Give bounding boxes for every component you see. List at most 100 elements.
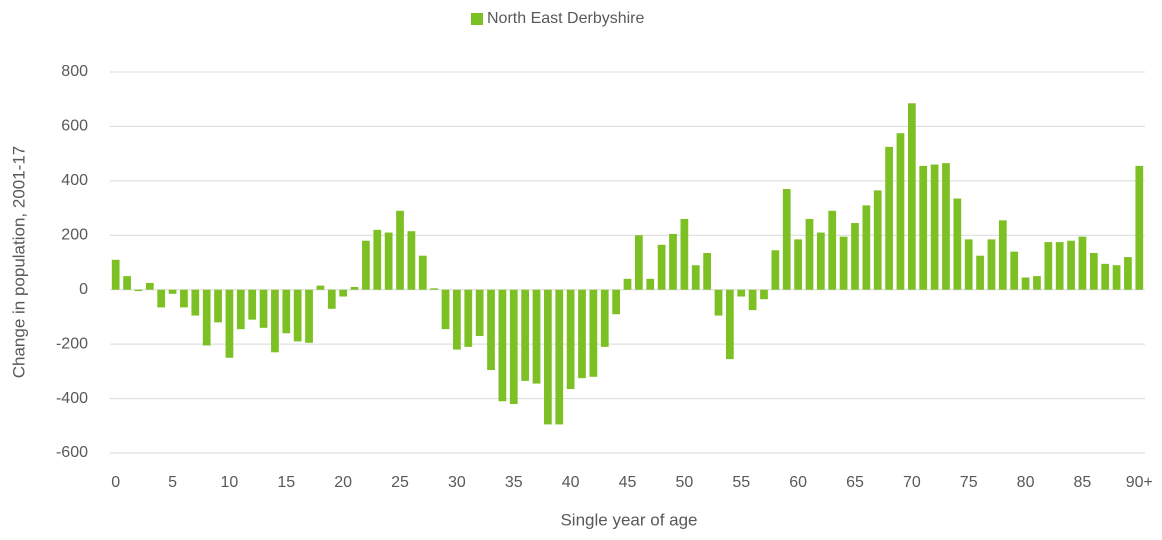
- bar: [111, 259, 120, 290]
- bar: [123, 276, 131, 290]
- y-tick-label: 600: [61, 118, 88, 135]
- x-tick-label: 75: [960, 474, 978, 491]
- bar: [214, 289, 222, 323]
- bar: [930, 164, 939, 290]
- bar: [509, 289, 518, 405]
- legend-label: North East Derbyshire: [487, 10, 644, 27]
- x-tick-label: 40: [562, 474, 580, 491]
- bar: [771, 250, 780, 290]
- bar: [680, 218, 689, 290]
- bar: [316, 285, 325, 290]
- bar: [998, 220, 1007, 290]
- x-tick-label: 25: [391, 474, 409, 491]
- bar: [271, 289, 279, 353]
- bar: [418, 255, 427, 290]
- y-axis-title: Change in population, 2001-17: [9, 146, 28, 379]
- x-tick-label: 0: [111, 474, 120, 491]
- bar: [145, 282, 154, 290]
- bar: [373, 229, 382, 290]
- bar: [1135, 165, 1144, 290]
- bar: [589, 289, 598, 377]
- bar: [544, 289, 552, 425]
- bar: [942, 163, 950, 290]
- x-tick-label: 65: [846, 474, 864, 491]
- bar: [691, 265, 700, 290]
- x-tick-label: 30: [448, 474, 466, 491]
- bar: [851, 223, 859, 290]
- bar: [407, 231, 416, 290]
- x-tick-label: 60: [789, 474, 807, 491]
- bar: [259, 289, 268, 328]
- bar: [134, 289, 143, 292]
- bar: [725, 289, 734, 360]
- bar: [1044, 242, 1053, 290]
- bar: [487, 289, 495, 370]
- bar: [521, 289, 530, 381]
- bar: [236, 289, 245, 330]
- bar: [646, 278, 655, 290]
- bar: [327, 289, 336, 309]
- x-tick-label: 55: [732, 474, 750, 491]
- bar: [737, 289, 746, 297]
- y-tick-label: 800: [61, 63, 88, 80]
- legend-swatch: [471, 13, 483, 25]
- x-tick-label: 15: [277, 474, 295, 491]
- x-tick-label: 10: [221, 474, 239, 491]
- bar: [362, 240, 370, 290]
- bar: [714, 289, 723, 316]
- bar: [555, 289, 564, 425]
- bar: [532, 289, 541, 384]
- bar: [1112, 265, 1121, 290]
- bar: [839, 236, 848, 290]
- bar: [1124, 257, 1132, 290]
- bar: [816, 232, 825, 290]
- x-tick-label: 45: [619, 474, 637, 491]
- bar: [623, 278, 632, 290]
- bar: [1078, 236, 1087, 290]
- bar: [498, 289, 507, 402]
- x-tick-label: 90+: [1126, 474, 1153, 491]
- bar: [464, 289, 473, 347]
- bar: [612, 289, 620, 315]
- bar: [1089, 252, 1098, 290]
- bar: [782, 189, 791, 290]
- bar: [339, 289, 348, 297]
- bar: [828, 210, 837, 290]
- bar: [748, 289, 757, 311]
- bar: [907, 103, 916, 290]
- y-tick-label: 0: [79, 281, 88, 298]
- bar: [976, 255, 984, 290]
- bar: [293, 289, 302, 342]
- bar: [453, 289, 461, 350]
- bar: [430, 288, 439, 290]
- bar: [1033, 276, 1041, 290]
- bar: [794, 239, 802, 290]
- bar: [282, 289, 291, 334]
- bar: [191, 289, 200, 316]
- x-tick-label: 85: [1074, 474, 1092, 491]
- bar: [657, 244, 666, 290]
- bar: [885, 146, 893, 290]
- bar: [225, 289, 234, 358]
- bar: [168, 289, 177, 294]
- bar: [180, 289, 188, 308]
- bar: [441, 289, 450, 330]
- x-tick-label: 5: [168, 474, 177, 491]
- bar: [157, 289, 166, 308]
- bar: [248, 289, 257, 320]
- y-tick-label: -400: [56, 390, 88, 407]
- bar: [1067, 240, 1075, 290]
- bar: [1055, 242, 1064, 290]
- bar: [896, 133, 905, 290]
- bar: [578, 289, 586, 379]
- bar: [566, 289, 575, 390]
- bar: [384, 232, 393, 290]
- x-tick-label: 80: [1017, 474, 1035, 491]
- bar: [202, 289, 211, 346]
- bar: [703, 252, 711, 290]
- x-tick-label: 20: [334, 474, 352, 491]
- bar: [1010, 251, 1019, 290]
- y-tick-label: -200: [56, 335, 88, 352]
- bar: [350, 286, 359, 290]
- bar: [635, 235, 643, 290]
